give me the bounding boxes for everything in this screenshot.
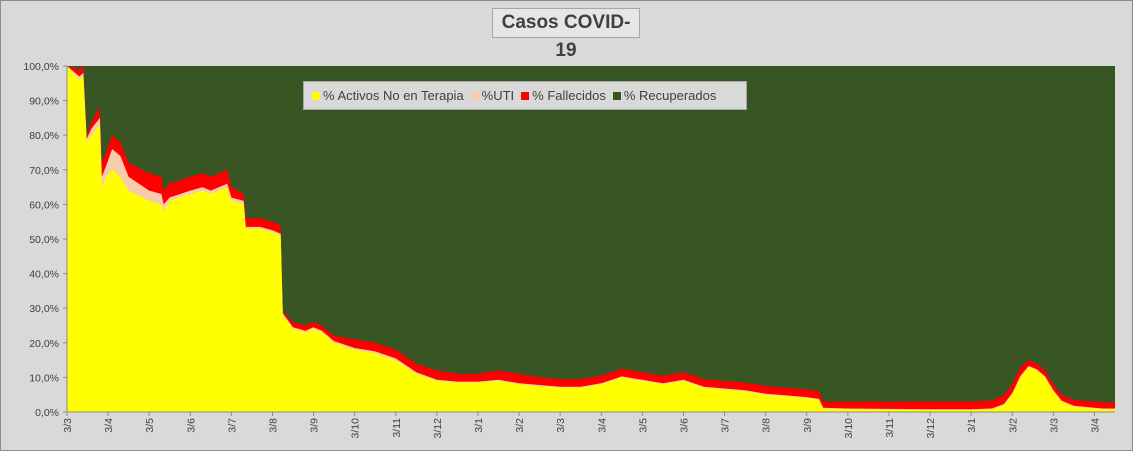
x-tick-label: 3/12 (925, 418, 937, 439)
series-area-1 (67, 66, 1115, 412)
x-tick-label: 3/10 (843, 418, 855, 439)
x-tick-label: 3/9 (802, 418, 814, 433)
y-tick-label: 0,0% (35, 407, 59, 419)
x-tick-label: 3/11 (884, 418, 896, 438)
series-layer (67, 66, 1115, 412)
legend: % Activos No en Terapia %UTI % Fallecido… (303, 81, 747, 110)
x-tick-label: 3/4 (596, 418, 608, 433)
x-tick-label: 3/10 (350, 418, 362, 439)
y-tick-label: 10,0% (29, 372, 59, 384)
x-tick-label: 3/3 (1048, 418, 1060, 433)
y-tick-label: 50,0% (29, 234, 59, 246)
y-tick-label: 100,0% (23, 61, 59, 73)
axis-layer: 0,0% 10,0% 20,0% 30,0% 40,0% 50,0% 60,0% 70,0% 8… (23, 61, 1115, 438)
y-tick-label: 90,0% (29, 96, 59, 108)
x-tick-label: 3/3 (555, 418, 567, 433)
chart-title: Casos COVID-19 (492, 8, 640, 61)
x-tick-label: 3/6 (185, 418, 197, 433)
x-tick-label: 3/12 (432, 418, 444, 439)
x-tick-label: 3/7 (720, 418, 732, 433)
x-tick-label: 3/1 (473, 418, 485, 433)
y-tick-label: 40,0% (29, 269, 59, 281)
legend-label-fallecidos: % Fallecidos (532, 88, 606, 103)
x-tick-label: 3/1 (966, 418, 978, 433)
x-tick-label: 3/2 (1007, 418, 1019, 433)
x-tick-label: 3/3 (62, 418, 74, 433)
legend-swatch-recuperados (612, 91, 621, 100)
legend-swatch-uti (470, 91, 479, 100)
legend-item-fallecidos: % Fallecidos (521, 88, 606, 103)
legend-swatch-fallecidos (521, 91, 530, 100)
x-tick-label: 3/7 (226, 418, 238, 433)
x-tick-label: 3/8 (267, 418, 279, 433)
x-tick-label: 3/9 (309, 418, 321, 433)
x-tick-label: 3/11 (391, 418, 403, 438)
legend-label-uti: %UTI (481, 88, 515, 103)
series-area-4 (67, 66, 1115, 412)
legend-label-activos: % Activos No en Terapia (323, 88, 464, 103)
y-tick-label: 70,0% (29, 165, 59, 177)
y-tick-label: 30,0% (29, 303, 59, 315)
x-tick-label: 3/8 (761, 418, 773, 433)
x-tick-label: 3/5 (144, 418, 156, 433)
x-tick-label: 3/5 (637, 418, 649, 433)
legend-label-recuperados: % Recuperados (623, 88, 717, 103)
y-tick-label: 80,0% (29, 130, 59, 142)
x-tick-label: 3/4 (1089, 418, 1101, 433)
y-tick-label: 20,0% (29, 338, 59, 350)
x-tick-label: 3/6 (678, 418, 690, 433)
y-tick-label: 60,0% (29, 199, 59, 211)
x-tick-label: 3/2 (514, 418, 526, 433)
x-tick-label: 3/4 (103, 418, 115, 433)
legend-item-recuperados: % Recuperados (612, 88, 717, 103)
legend-item-uti: %UTI (470, 88, 515, 103)
legend-swatch-activos (312, 91, 320, 100)
legend-item-activos: % Activos No en Terapia (312, 88, 464, 103)
